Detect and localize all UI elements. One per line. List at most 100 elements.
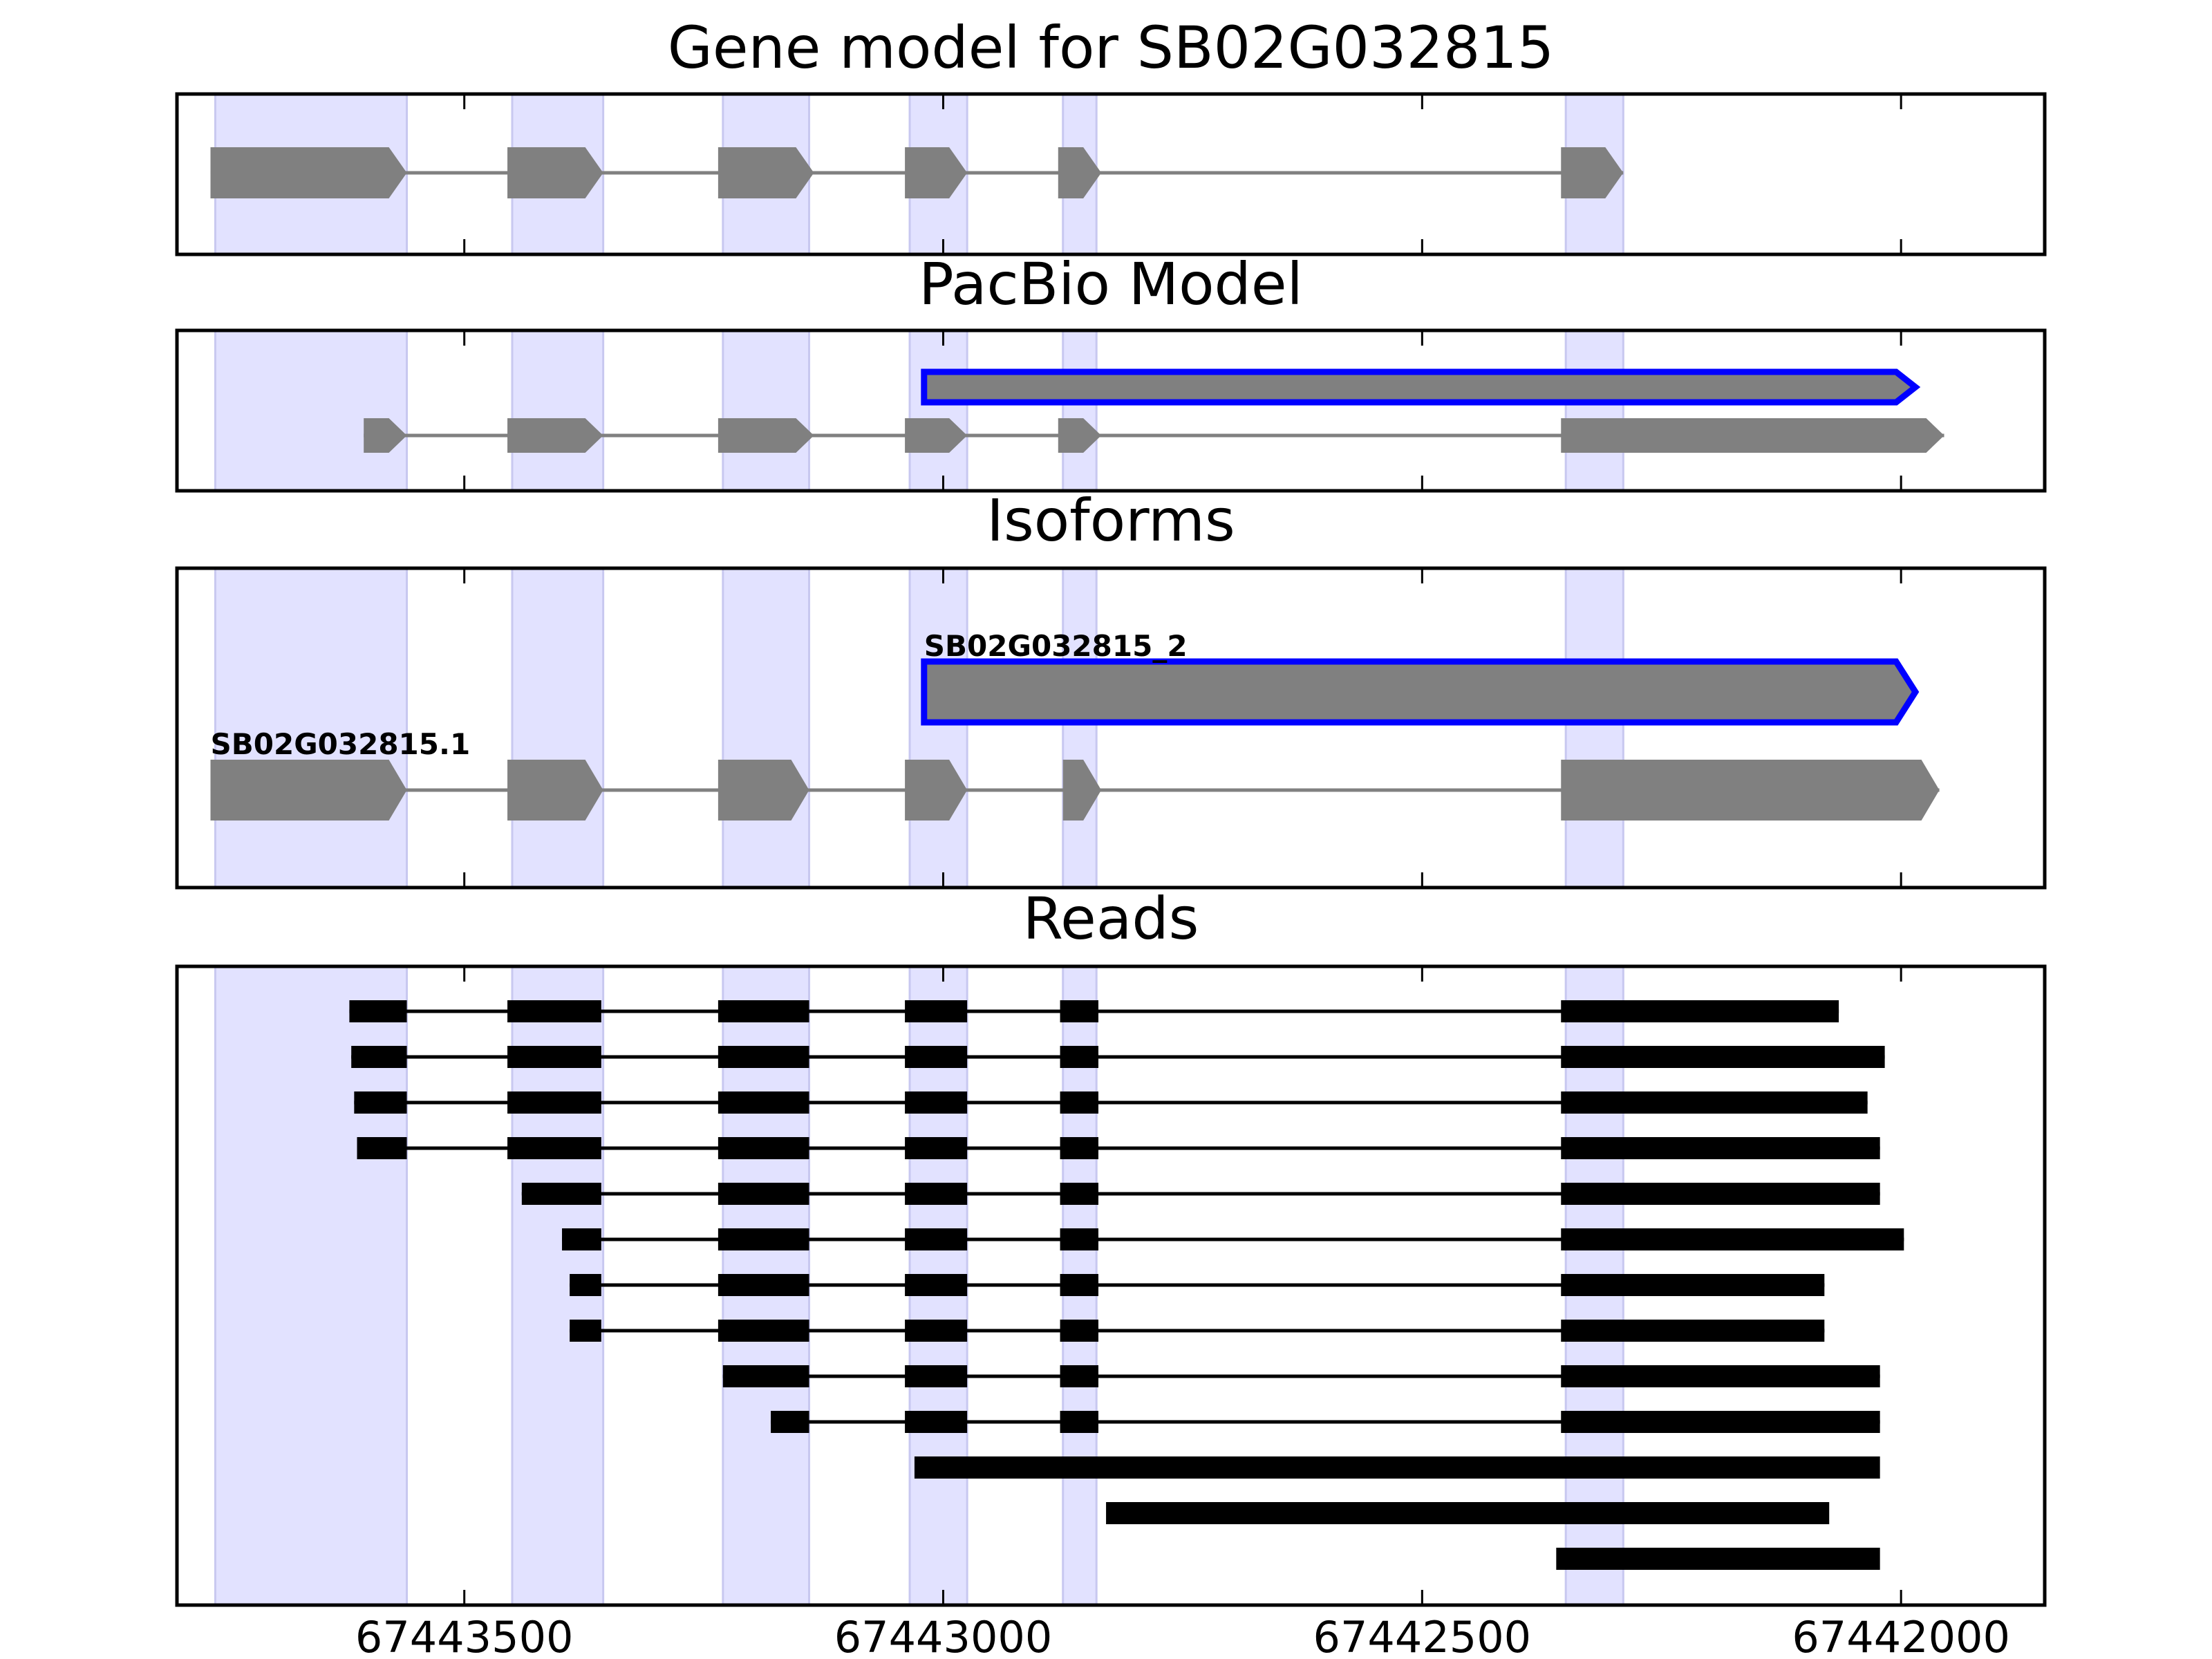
read-block (1561, 1091, 1868, 1114)
exon-shade-band (908, 329, 968, 492)
read-block (905, 1365, 968, 1387)
exon-block (507, 147, 603, 198)
read-block (905, 1411, 968, 1433)
read-row (771, 1411, 1880, 1433)
read-block (507, 1137, 601, 1159)
highlighted-exon (921, 658, 1920, 726)
read-row (354, 1091, 1868, 1114)
exon-block (210, 147, 407, 198)
exon-shade-band (214, 965, 409, 1606)
read-block (351, 1046, 407, 1068)
panel-frame (175, 964, 2047, 1607)
exon-shade-band (1564, 567, 1624, 889)
panel-frames: 67443500 67443000 67442500 67442000 (175, 92, 2047, 1659)
read-row (570, 1320, 1825, 1342)
read-block (1060, 1320, 1098, 1342)
read-block (562, 1228, 601, 1250)
read-block (1561, 1274, 1825, 1296)
read-block (1561, 1000, 1839, 1022)
read-row (914, 1456, 1880, 1479)
panel-title: Isoforms (986, 487, 1235, 554)
read-row (1106, 1502, 1830, 1524)
exon-shade-band (1062, 567, 1098, 889)
exon-block (507, 418, 603, 453)
exon-shade-band (1062, 329, 1098, 492)
read-block (507, 1046, 601, 1068)
read-row (562, 1228, 1904, 1250)
read-block (357, 1137, 407, 1159)
read-block (354, 1091, 407, 1114)
read-block (718, 1228, 809, 1250)
highlighted-exon (921, 368, 1921, 406)
read-block (1060, 1091, 1098, 1114)
exon-block (718, 147, 814, 198)
read-block (718, 1274, 809, 1296)
exon-block (1062, 760, 1102, 821)
exon-shade-band (908, 567, 968, 889)
read-block (1561, 1046, 1885, 1068)
exon-shade-band (1564, 329, 1624, 492)
read-row (351, 1046, 1885, 1068)
read-block (507, 1091, 601, 1114)
exon-shade-band (214, 567, 409, 889)
read-block (718, 1320, 809, 1342)
exon-block (905, 760, 968, 821)
read-block (905, 1274, 968, 1296)
read-block (1561, 1365, 1880, 1387)
x-tick-label: 67443500 (355, 1612, 574, 1659)
read-block (718, 1183, 809, 1205)
exon-block (905, 418, 968, 453)
read-block (718, 1137, 809, 1159)
exon-block (718, 760, 809, 821)
read-block (349, 1000, 407, 1022)
read-block (507, 1000, 601, 1022)
read-block (1561, 1228, 1904, 1250)
read-block (1060, 1000, 1098, 1022)
read-block (1060, 1183, 1098, 1205)
panel-frame (175, 92, 2047, 256)
read-block (905, 1228, 968, 1250)
x-tick-label: 67443000 (834, 1612, 1053, 1659)
exon-shade-band (214, 329, 409, 492)
exon-block (1058, 418, 1102, 453)
tracks-layer: Gene model for SB02G032815 PacBio Model Is… (210, 14, 1944, 1570)
exon-block (1058, 147, 1102, 198)
panel-title: PacBio Model (919, 250, 1303, 318)
exon-block (210, 760, 407, 821)
read-block (1060, 1365, 1098, 1387)
read-block (905, 1137, 968, 1159)
read-block (905, 1046, 968, 1068)
isoform-label: SB02G032815_2 (924, 629, 1188, 663)
panel-frame (175, 566, 2047, 890)
x-tick-label: 67442000 (1792, 1612, 2010, 1659)
read-row (1556, 1548, 1880, 1570)
read-block (1060, 1137, 1098, 1159)
exon-shade-band (722, 329, 811, 492)
read-block (1561, 1137, 1880, 1159)
isoform-label: SB02G032815.1 (210, 727, 470, 761)
exon-block (905, 147, 968, 198)
exon-shade-band (511, 567, 605, 889)
read-block (905, 1183, 968, 1205)
read-block (914, 1456, 1880, 1479)
read-row (357, 1137, 1880, 1159)
panel-title: Gene model for SB02G032815 (668, 14, 1554, 82)
read-block (722, 1365, 809, 1387)
read-block (570, 1320, 601, 1342)
exon-shade-band (511, 329, 605, 492)
read-block (1060, 1274, 1098, 1296)
read-row (349, 1000, 1839, 1022)
read-block (570, 1274, 601, 1296)
panel-frame (175, 328, 2047, 493)
exon-block (507, 760, 603, 821)
read-block (521, 1183, 601, 1205)
exon-block (1561, 147, 1624, 198)
read-block (1060, 1046, 1098, 1068)
exon-block (1561, 418, 1944, 453)
panel-title: Reads (1023, 885, 1199, 953)
exon-block (1561, 760, 1940, 821)
read-block (905, 1320, 968, 1342)
read-block (771, 1411, 809, 1433)
read-row (722, 1365, 1880, 1387)
